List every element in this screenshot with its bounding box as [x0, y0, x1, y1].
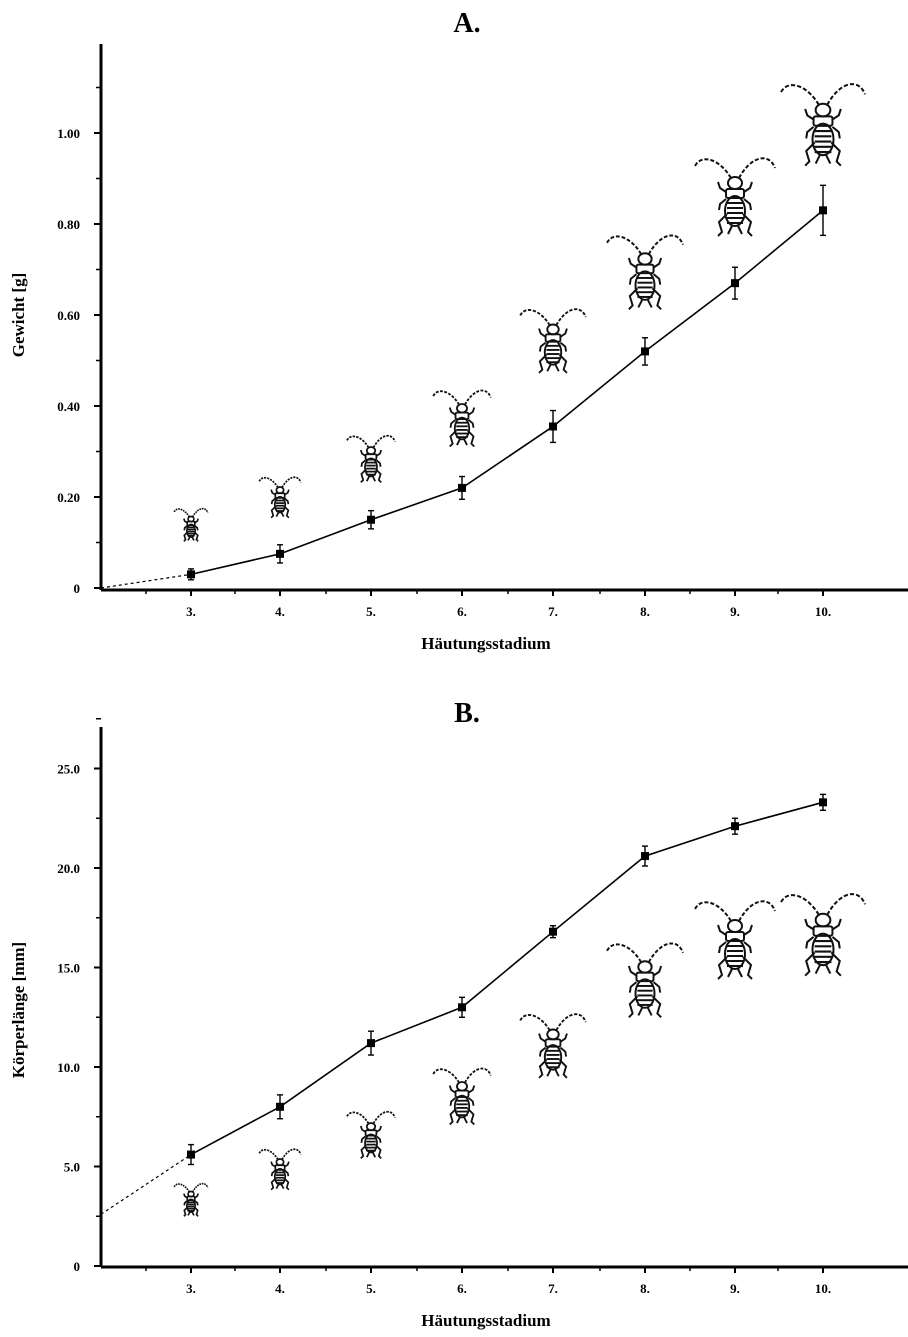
data-point [731, 279, 739, 288]
data-point [641, 852, 649, 861]
x-tick-label: 3. [186, 604, 196, 619]
panel-b-y-ticks: 0 5.0 10.0 15.0 20.0 25.0 [57, 718, 101, 1274]
panel-a-title: A. [453, 8, 480, 39]
data-point [187, 1150, 195, 1159]
series-line [190, 801, 824, 1156]
panel-a-y-ticks: 0 0.20 0.40 0.60 0.80 1.00 [57, 86, 101, 596]
x-tick-label: 4. [275, 604, 285, 619]
data-point [458, 1003, 466, 1012]
panel-b-chart: B. Körperlänge [mm] Häutungsstadium 3. 4.… [9, 698, 908, 1330]
cricket-illustration [519, 308, 587, 374]
panel-a-chart: A. Gewicht [g] Häutungsstadium 3. 4. 5. 6. 7… [9, 8, 908, 653]
data-point [549, 422, 557, 431]
y-tick-label: 0 [74, 581, 81, 596]
panel-b-y-axis-title: Körperlänge [mm] [9, 942, 28, 1078]
cricket-illustration [780, 893, 866, 977]
cricket-illustration [173, 507, 209, 542]
y-tick-label: 15.0 [57, 961, 80, 976]
extrapolation-line [100, 1154, 192, 1215]
cricket-illustration [606, 942, 684, 1018]
panel-a-series [100, 184, 827, 589]
y-tick-label: 0 [74, 1259, 81, 1274]
data-point [819, 798, 827, 807]
panel-a-y-axis-title: Gewicht [g] [9, 273, 28, 358]
extrapolation-line [100, 573, 192, 589]
x-tick-label: 5. [366, 1281, 376, 1296]
panel-b-cricket-illustrations [173, 893, 866, 1217]
x-tick-label: 9. [730, 1281, 740, 1296]
cricket-illustration [258, 476, 302, 519]
y-tick-label: 0.60 [57, 308, 80, 323]
panel-a-cricket-illustrations [173, 83, 866, 542]
y-tick-label: 0.20 [57, 490, 80, 505]
cricket-illustration [346, 434, 396, 484]
x-tick-label: 4. [275, 1281, 285, 1296]
cricket-illustration [173, 1182, 209, 1217]
x-tick-label: 3. [186, 1281, 196, 1296]
panel-b-series [100, 793, 827, 1215]
panel-a-x-axis-title: Häutungsstadium [421, 634, 550, 653]
series-line [190, 209, 824, 576]
panel-b-x-axis-title: Häutungsstadium [421, 1311, 550, 1330]
x-tick-label: 8. [640, 1281, 650, 1296]
data-point [819, 206, 827, 215]
cricket-illustration [694, 157, 776, 237]
data-point [549, 927, 557, 936]
x-tick-label: 7. [548, 604, 558, 619]
x-tick-label: 6. [457, 1281, 467, 1296]
x-tick-label: 10. [815, 604, 831, 619]
x-tick-label: 10. [815, 1281, 831, 1296]
data-point [187, 570, 195, 579]
cricket-illustration [780, 83, 866, 167]
y-tick-label: 25.0 [57, 762, 80, 777]
cricket-illustration [694, 900, 776, 980]
x-tick-label: 5. [366, 604, 376, 619]
cricket-illustration [432, 389, 492, 448]
cricket-illustration [519, 1013, 587, 1079]
cricket-illustration [258, 1148, 302, 1191]
panel-b-title: B. [454, 698, 480, 729]
data-point [276, 549, 284, 558]
y-tick-label: 0.80 [57, 217, 80, 232]
data-point [641, 347, 649, 356]
panel-a-x-ticks: 3. 4. 5. 6. 7. 8. 9. 10. [145, 590, 831, 619]
data-point [367, 515, 375, 524]
y-tick-label: 1.00 [57, 126, 80, 141]
cricket-illustration [606, 234, 684, 310]
y-tick-label: 0.40 [57, 399, 80, 414]
panel-b-x-ticks: 3. 4. 5. 6. 7. 8. 9. 10. [145, 1267, 831, 1296]
y-tick-label: 20.0 [57, 861, 80, 876]
y-tick-label: 5.0 [64, 1160, 80, 1175]
data-point [276, 1102, 284, 1111]
x-tick-label: 8. [640, 604, 650, 619]
data-point [458, 483, 466, 492]
x-tick-label: 6. [457, 604, 467, 619]
data-point [731, 822, 739, 831]
cricket-illustration [346, 1110, 396, 1160]
cricket-illustration [432, 1067, 492, 1126]
y-tick-label: 10.0 [57, 1060, 80, 1075]
data-point [367, 1039, 375, 1048]
x-tick-label: 7. [548, 1281, 558, 1296]
x-tick-label: 9. [730, 604, 740, 619]
